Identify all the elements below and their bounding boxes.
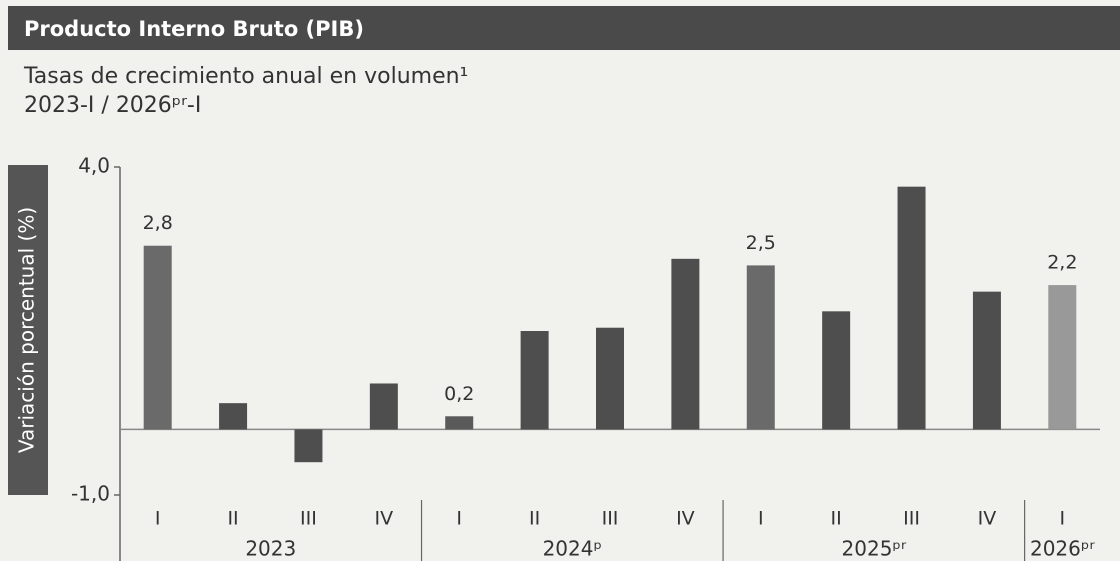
x-tick-label: III (903, 508, 920, 530)
x-tick-label: IV (978, 508, 997, 530)
header-bar (8, 6, 1120, 50)
bar (294, 429, 323, 463)
x-tick-label: III (602, 508, 619, 530)
x-tick-label: I (758, 508, 764, 530)
value-label: 2,8 (143, 212, 173, 234)
chart-subtitle: 2023-I / 2026ᵖʳ-I (24, 93, 201, 118)
bar (1048, 285, 1077, 430)
x-tick-label: III (300, 508, 317, 530)
y-axis-label: Variación porcentual (%) (15, 207, 39, 453)
bar (369, 383, 398, 430)
group-label: 2026ᵖʳ (1030, 537, 1095, 561)
bar (445, 416, 474, 430)
y-tick-label: 4,0 (78, 154, 110, 178)
bar (520, 331, 549, 430)
bar (822, 311, 851, 430)
y-tick-label: -1,0 (71, 482, 110, 506)
value-label: 2,2 (1047, 252, 1077, 274)
bar (897, 186, 926, 430)
x-tick-label: II (227, 508, 238, 530)
header: Producto Interno Bruto (PIB) (24, 17, 364, 41)
x-tick-label: II (831, 508, 842, 530)
x-tick-label: I (1060, 508, 1066, 530)
group-label: 2025ᵖʳ (842, 537, 907, 561)
chart-title: Tasas de crecimiento anual en volumen¹ (23, 64, 468, 89)
bar (143, 245, 172, 430)
x-tick-label: IV (676, 508, 695, 530)
x-tick-label: II (529, 508, 540, 530)
value-label: 0,2 (444, 383, 474, 405)
bar (596, 327, 624, 430)
y-label-box (8, 165, 48, 495)
value-label: 2,5 (746, 232, 776, 254)
group-label: 2023 (245, 537, 296, 561)
bar (746, 265, 775, 430)
group-label: 2024ᵖ (543, 537, 602, 561)
bar (671, 258, 700, 430)
bar (972, 291, 1001, 430)
x-tick-label: IV (375, 508, 394, 530)
x-tick-label: I (155, 508, 161, 530)
bar (219, 403, 248, 430)
x-tick-label: I (456, 508, 462, 530)
